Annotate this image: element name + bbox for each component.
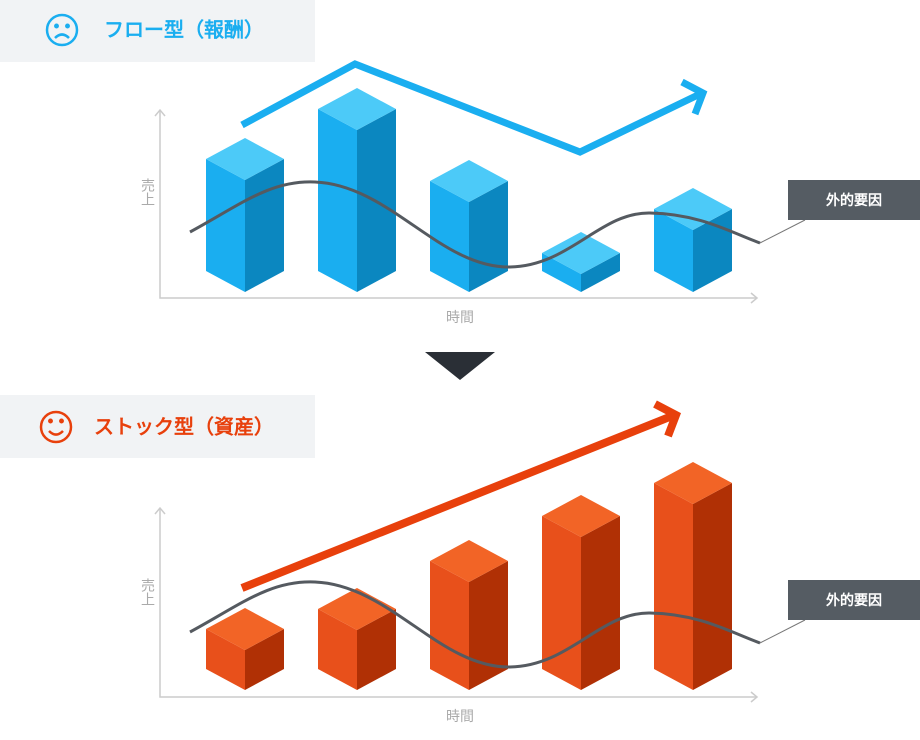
bar <box>542 495 620 690</box>
bar-face <box>469 181 508 292</box>
bar-face <box>469 561 508 690</box>
bar-face <box>430 181 469 292</box>
bar-top <box>206 138 284 180</box>
bar-face <box>245 629 284 690</box>
bar-face <box>654 209 693 292</box>
bar-top <box>430 540 508 582</box>
smile-icon <box>39 410 73 444</box>
y-axis-label: 売上 <box>139 578 155 606</box>
section-title: フロー型（報酬） <box>104 18 264 42</box>
bar <box>206 138 284 292</box>
bar-face <box>318 109 357 292</box>
section-title: ストック型（資産） <box>94 415 274 439</box>
sad-icon <box>45 13 79 47</box>
header-band <box>0 395 315 458</box>
down-arrow <box>425 352 495 380</box>
trend-arrow <box>240 412 674 592</box>
bar-face <box>542 253 581 292</box>
axis <box>159 508 757 698</box>
bar-top <box>654 188 732 230</box>
bar-face <box>245 159 284 292</box>
bar <box>318 588 396 690</box>
connector <box>759 619 806 644</box>
bar <box>206 608 284 690</box>
external-factor-curve <box>189 180 761 269</box>
y-axis-label: 売上 <box>139 178 155 206</box>
bar <box>430 540 508 690</box>
bar-face <box>542 516 581 690</box>
trend-arrow <box>240 60 702 156</box>
bar-face <box>581 253 620 292</box>
bar <box>654 462 732 690</box>
bar-top <box>542 232 620 274</box>
bar-face <box>693 209 732 292</box>
x-axis-label: 時間 <box>446 709 474 725</box>
annotation: 外的要因 <box>826 192 882 209</box>
axis <box>159 110 757 299</box>
connector <box>759 219 806 244</box>
bar-top <box>318 88 396 130</box>
bar-top <box>542 495 620 537</box>
bar <box>654 188 732 292</box>
bar-face <box>581 516 620 690</box>
arrow-head <box>680 78 708 116</box>
bar-face <box>654 483 693 690</box>
bar <box>542 232 620 292</box>
bar-face <box>318 609 357 690</box>
bar-top <box>654 462 732 504</box>
axis-arrow <box>154 506 759 703</box>
bar-face <box>693 483 732 690</box>
bar-face <box>206 159 245 292</box>
bar-face <box>357 609 396 690</box>
axis-arrow <box>154 108 759 304</box>
bar <box>318 88 396 292</box>
annotation-box <box>788 580 920 620</box>
bar-top <box>318 588 396 630</box>
arrow-head <box>653 400 682 438</box>
bar <box>430 160 508 292</box>
external-factor-curve <box>189 580 761 669</box>
bar-top <box>206 608 284 650</box>
bar-top <box>430 160 508 202</box>
bar-face <box>430 561 469 690</box>
annotation-box <box>788 180 920 220</box>
annotation: 外的要因 <box>826 592 882 609</box>
bar-face <box>206 629 245 690</box>
header-band <box>0 0 315 62</box>
x-axis-label: 時間 <box>446 310 474 326</box>
